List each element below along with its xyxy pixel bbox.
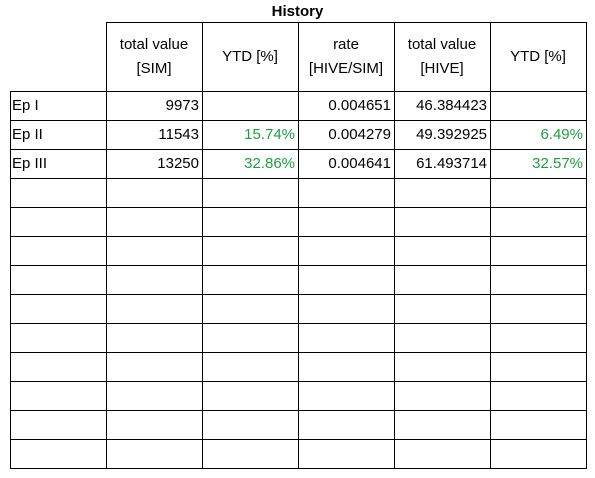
header-rate: rate [HIVE/SIM] xyxy=(298,22,394,91)
header-line: [HIVE/SIM] xyxy=(308,59,384,77)
cell-hive-ytd: 6.49% xyxy=(540,126,583,143)
header-total-value-hive: total value [HIVE] xyxy=(394,22,490,91)
cell-sim-value: 11543 xyxy=(158,126,199,143)
grid-line xyxy=(106,22,107,469)
grid-line xyxy=(490,22,491,469)
header-ytd-sim: YTD [%] xyxy=(202,22,298,91)
row-label: Ep II xyxy=(12,126,43,143)
cell-hive-value: 46.384423 xyxy=(416,97,487,114)
cell-sim-ytd: 32.86% xyxy=(244,155,295,172)
cell-hive-ytd: 32.57% xyxy=(532,155,583,172)
cell-rate: 0.004641 xyxy=(328,155,391,172)
grid-line xyxy=(106,22,587,23)
header-line: [HIVE] xyxy=(420,59,464,77)
grid-line xyxy=(202,22,203,469)
grid-line xyxy=(10,91,11,469)
cell-hive-value: 49.392925 xyxy=(416,126,487,143)
grid-line xyxy=(586,22,587,469)
header-line: total value xyxy=(407,35,477,53)
cell-sim-value: 9973 xyxy=(165,97,199,114)
header-total-value-sim: total value [SIM] xyxy=(106,22,202,91)
header-ytd-hive: YTD [%] xyxy=(490,22,586,91)
cell-rate: 0.004279 xyxy=(328,126,391,143)
header-line: [SIM] xyxy=(136,59,172,77)
row-label: Ep I xyxy=(12,97,39,114)
header-line: rate xyxy=(333,35,359,53)
header-line: total value xyxy=(119,35,189,53)
cell-sim-ytd xyxy=(202,92,298,120)
cell-hive-value: 61.493714 xyxy=(416,155,487,172)
cell-sim-ytd: 15.74% xyxy=(244,126,295,143)
row-label: Ep III xyxy=(12,155,48,172)
cell-sim-value: 13250 xyxy=(157,155,199,172)
grid-line xyxy=(394,22,395,469)
cell-hive-ytd xyxy=(490,92,586,120)
grid-line xyxy=(298,22,299,469)
header-line: YTD [%] xyxy=(222,47,278,65)
cell-rate: 0.004651 xyxy=(328,97,391,114)
table-title: History xyxy=(271,3,324,20)
header-line: YTD [%] xyxy=(510,47,566,65)
